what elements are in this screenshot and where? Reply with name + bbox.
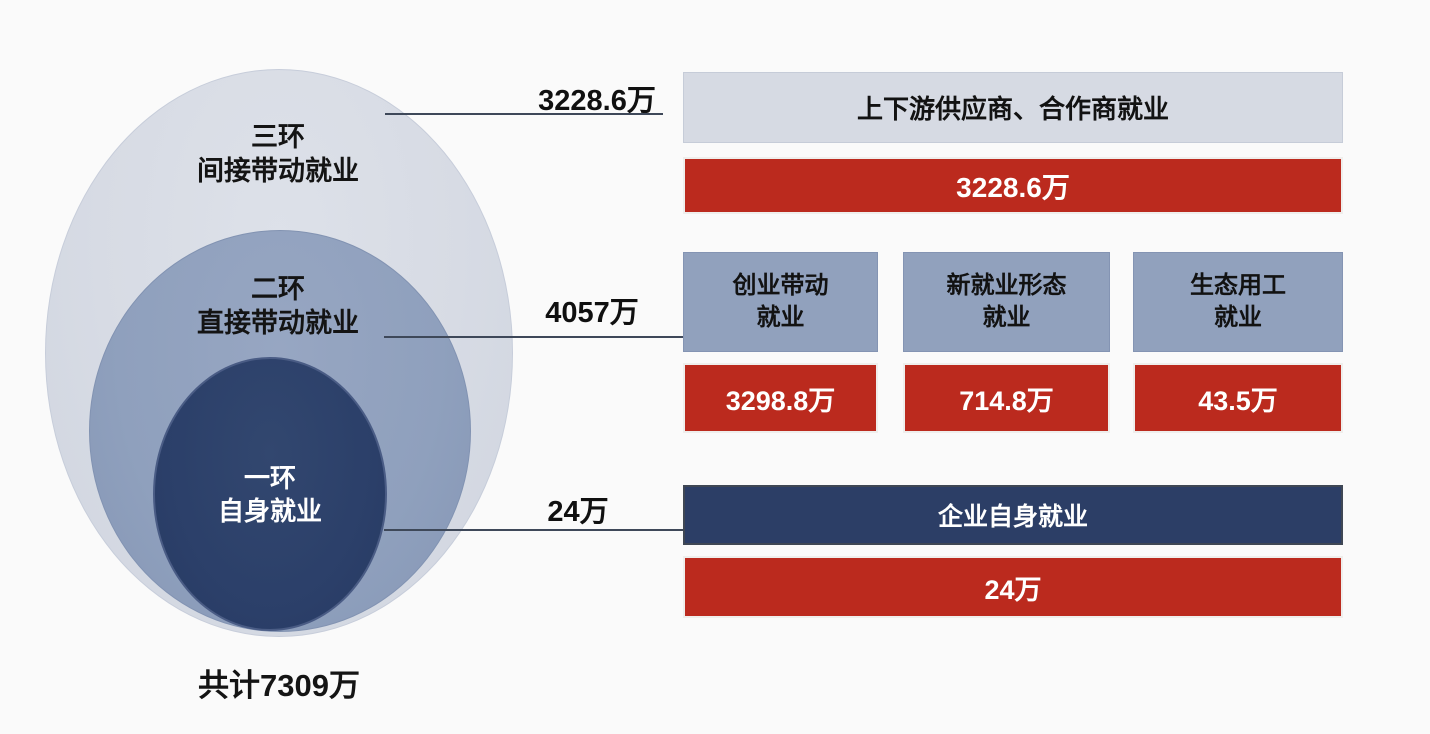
value-bar-suppliers-partners: 3228.6万 — [683, 157, 1343, 214]
header-box-new-employment-forms: 新就业形态 就业 — [903, 252, 1110, 352]
header-box-3-line2: 就业 — [1214, 304, 1262, 331]
header-box-1-line2: 就业 — [756, 304, 805, 331]
value-bar-new-employment-forms: 714.8万 — [903, 363, 1110, 433]
ring2-title: 二环 — [251, 274, 305, 304]
leader-line-ring1 — [384, 529, 690, 531]
ring3-label: 三环 间接带动就业 — [128, 120, 428, 188]
value-bar-entrepreneurship-employment: 3298.8万 — [683, 363, 878, 433]
header-box-1-line1: 创业带动 — [732, 272, 829, 299]
callout-value-ring2: 4057万 — [545, 297, 639, 329]
header-bar-enterprise-own-employment: 企业自身就业 — [683, 485, 1343, 545]
value-bar-ecosystem-labor: 43.5万 — [1133, 363, 1343, 433]
ring1-label: 一环 自身就业 — [145, 462, 395, 528]
header-bar-suppliers-partners: 上下游供应商、合作商就业 — [683, 72, 1343, 143]
total-employment-label: 共计7309万 — [198, 668, 360, 703]
ring3-title: 三环 — [251, 122, 305, 152]
callout-value-ring1: 24万 — [547, 496, 609, 528]
header-box-3-line1: 生态用工 — [1190, 272, 1286, 299]
header-box-ecosystem-labor: 生态用工 就业 — [1133, 252, 1343, 352]
leader-line-ring2 — [384, 336, 685, 338]
ring1-subtitle: 自身就业 — [217, 496, 322, 526]
ring1-ellipse-own-employment — [153, 357, 387, 631]
ring3-subtitle: 间接带动就业 — [197, 156, 359, 186]
value-bar-enterprise-own-employment: 24万 — [683, 556, 1343, 618]
leader-line-ring3 — [385, 113, 663, 115]
header-box-entrepreneurship-employment: 创业带动 就业 — [683, 252, 878, 352]
ring2-subtitle: 直接带动就业 — [197, 308, 359, 338]
ring2-label: 二环 直接带动就业 — [128, 272, 428, 340]
callout-value-ring3: 3228.6万 — [538, 85, 656, 117]
header-box-2-line2: 就业 — [982, 304, 1031, 331]
header-box-2-line1: 新就业形态 — [946, 272, 1067, 299]
ring1-title: 一环 — [243, 463, 296, 493]
